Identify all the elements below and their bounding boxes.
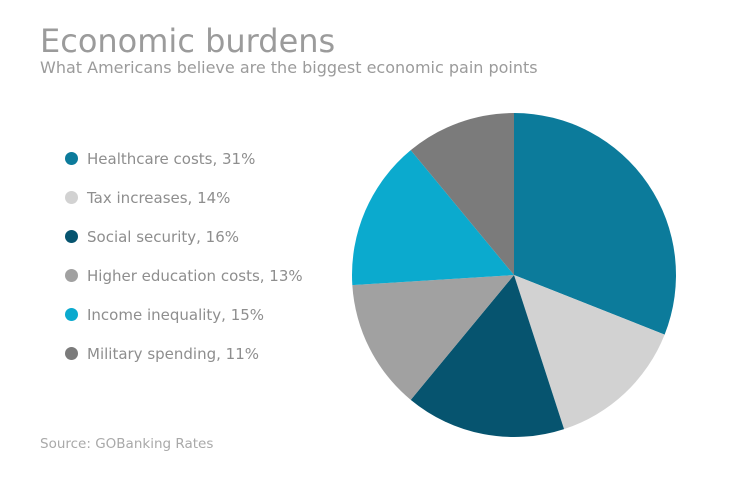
legend-item-income-inequality: Income inequality, 15% <box>65 295 303 334</box>
legend-item-higher-education-costs: Higher education costs, 13% <box>65 256 303 295</box>
chart-title: Economic burdens <box>40 22 336 60</box>
legend-item-label: Income inequality, 15% <box>87 305 265 324</box>
pie-legend: Healthcare costs, 31% Tax increases, 14% S… <box>65 139 303 373</box>
pie-slice-military-spending <box>410 113 514 275</box>
legend-item-label: Military spending, 11% <box>87 344 259 363</box>
legend-bullet-icon <box>65 230 78 243</box>
pie-slice-higher-education-costs <box>352 275 514 400</box>
chart-subtitle: What Americans believe are the biggest e… <box>40 58 538 77</box>
pie-slice-healthcare-costs <box>514 113 676 335</box>
pie-slice-social-security <box>410 275 565 437</box>
pie-slice-tax-increases <box>514 275 665 430</box>
legend-item-label: Tax increases, 14% <box>87 188 231 207</box>
legend-bullet-icon <box>65 152 78 165</box>
legend-item-social-security: Social security, 16% <box>65 217 303 256</box>
legend-bullet-icon <box>65 308 78 321</box>
pie-slice-income-inequality <box>352 150 514 286</box>
legend-item-tax-increases: Tax increases, 14% <box>65 178 303 217</box>
source-note: Source: GOBanking Rates <box>40 436 214 452</box>
legend-item-label: Healthcare costs, 31% <box>87 149 256 168</box>
legend-bullet-icon <box>65 191 78 204</box>
legend-bullet-icon <box>65 347 78 360</box>
legend-item-label: Higher education costs, 13% <box>87 266 303 285</box>
legend-item-military-spending: Military spending, 11% <box>65 334 303 373</box>
legend-item-label: Social security, 16% <box>87 227 240 246</box>
legend-item-healthcare-costs: Healthcare costs, 31% <box>65 139 303 178</box>
legend-bullet-icon <box>65 269 78 282</box>
